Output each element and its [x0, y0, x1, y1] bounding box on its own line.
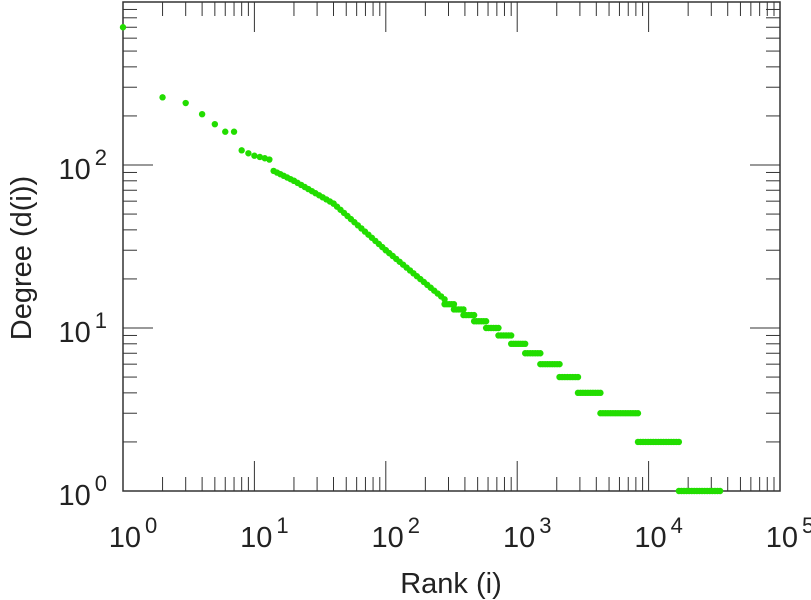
data-point	[495, 324, 502, 332]
data-point	[675, 438, 683, 446]
data-point	[597, 389, 604, 397]
data-point	[238, 147, 245, 154]
data-point	[211, 120, 219, 128]
data-point	[251, 152, 258, 159]
data-point	[450, 300, 458, 308]
data-point	[245, 150, 252, 157]
data-point	[521, 340, 529, 347]
data-point	[460, 306, 467, 313]
data-point	[507, 332, 515, 339]
y-tick-label: 10 1	[58, 308, 107, 349]
data-point	[537, 350, 544, 357]
x-tick-labels: 10 0 10 1 10 2 10 3 10 4 10 5	[109, 513, 811, 554]
data-point	[182, 99, 189, 107]
data-point	[441, 296, 448, 303]
y-tick-label: 10 2	[58, 145, 107, 186]
data-point	[119, 24, 127, 31]
data-points	[119, 24, 724, 495]
x-axis-label: Rank (i)	[400, 568, 502, 600]
x-tick-label: 10 3	[503, 513, 552, 554]
x-tick-label: 10 5	[766, 513, 811, 554]
data-point	[256, 153, 264, 161]
data-point	[556, 360, 563, 368]
data-point	[266, 156, 273, 163]
y-axis-label: Degree (d(i))	[6, 176, 38, 340]
data-point	[574, 373, 582, 381]
data-point	[470, 311, 478, 319]
data-point	[230, 128, 238, 135]
tick-marks	[122, 1, 781, 492]
x-tick-label: 10 4	[634, 513, 683, 554]
data-point	[159, 94, 166, 101]
data-point	[222, 128, 229, 135]
data-point	[716, 487, 724, 495]
data-point	[482, 318, 490, 325]
x-tick-label: 10 1	[240, 513, 289, 554]
plot-frame	[122, 1, 781, 492]
data-point	[634, 410, 642, 417]
x-tick-label: 10 0	[109, 513, 158, 554]
x-tick-label: 10 2	[372, 513, 421, 554]
y-tick-label: 10 0	[58, 471, 107, 512]
data-point	[198, 110, 206, 118]
